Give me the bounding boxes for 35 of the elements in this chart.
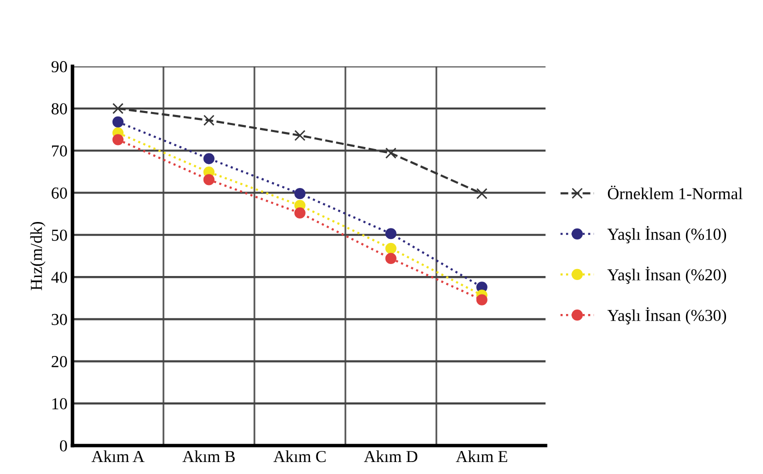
point <box>112 102 124 114</box>
y-axis-title: Hız(m/dk) <box>30 222 46 290</box>
point <box>385 228 396 240</box>
legend-label: Örneklem 1-Normal <box>608 186 742 200</box>
point <box>203 174 214 186</box>
x-tick-label: Akım C <box>273 450 326 462</box>
point <box>294 130 306 142</box>
y-tick-label: 30 <box>52 314 67 326</box>
point <box>294 207 306 219</box>
y-tick-label: 80 <box>52 103 67 114</box>
y-tick-label: 50 <box>52 230 67 241</box>
point <box>203 153 214 164</box>
x-tick-label: Akım D <box>364 450 418 462</box>
point <box>203 114 214 126</box>
point <box>112 116 124 128</box>
legend-label: Yaşlı İnsan (%30) <box>607 307 726 324</box>
y-tick-label: 10 <box>52 398 67 410</box>
y-tick-label: 60 <box>52 187 67 199</box>
point <box>112 134 124 146</box>
point <box>385 148 396 159</box>
legend-label: Yaşlı İnsan (%10) <box>607 226 726 244</box>
y-tick-label: 90 <box>51 61 67 72</box>
point <box>385 252 396 264</box>
point <box>385 242 396 254</box>
y-tick-label: 0 <box>60 440 67 452</box>
x-tick-label: Akım B <box>182 450 235 462</box>
x-tick-label: Akım E <box>456 450 508 462</box>
point <box>476 294 488 306</box>
y-tick-label: 20 <box>52 356 67 368</box>
point <box>294 188 306 200</box>
legend-label: Yaşlı İnsan (%20) <box>607 266 726 284</box>
y-tick-label: 70 <box>52 145 67 157</box>
point <box>476 188 488 200</box>
y-tick-label: 40 <box>51 272 67 283</box>
x-tick-label: Akım A <box>92 450 144 462</box>
